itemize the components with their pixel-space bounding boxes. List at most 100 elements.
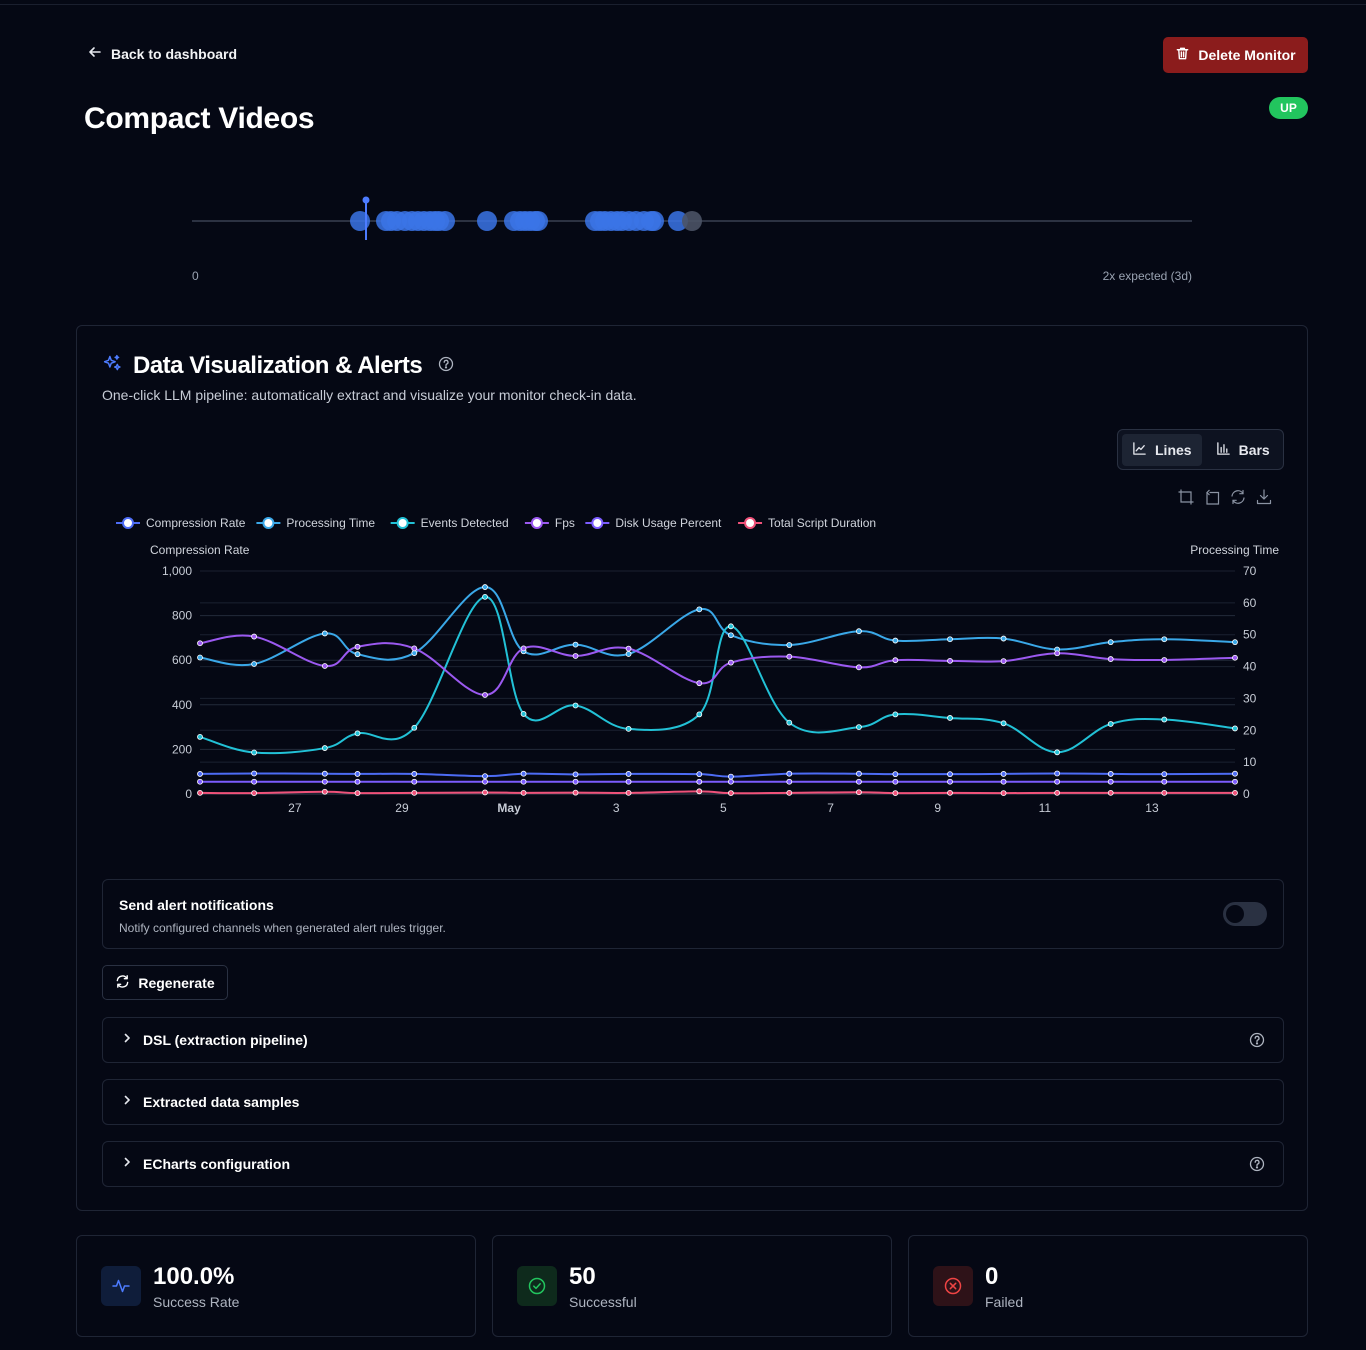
- data-point: [1000, 778, 1007, 785]
- y-left-tick-label: 400: [172, 698, 192, 712]
- accordion-echarts-config[interactable]: ECharts configuration: [102, 1141, 1284, 1187]
- zoom-reset-icon[interactable]: [1203, 488, 1221, 506]
- x-tick-label: 29: [395, 801, 409, 815]
- data-point: [354, 790, 361, 797]
- back-to-dashboard-link[interactable]: Back to dashboard: [88, 45, 237, 62]
- y-right-tick-label: 70: [1243, 564, 1257, 578]
- successful-value: 50: [569, 1263, 596, 1290]
- failed-value: 0: [985, 1263, 999, 1290]
- activity-icon: [101, 1266, 141, 1306]
- bars-toggle-label: Bars: [1238, 441, 1270, 458]
- data-point: [251, 778, 258, 785]
- data-point: [856, 664, 862, 671]
- alert-notifications-toggle[interactable]: [1223, 902, 1267, 926]
- data-point: [786, 789, 793, 796]
- data-point: [856, 778, 862, 785]
- stat-successful: 50 Successful: [492, 1235, 892, 1337]
- help-circle-icon[interactable]: [1249, 1032, 1265, 1053]
- series-line: [199, 772, 1236, 778]
- help-circle-icon[interactable]: [1249, 1156, 1265, 1177]
- series-line: [199, 790, 1235, 795]
- lines-toggle-button[interactable]: Lines: [1122, 433, 1202, 466]
- data-point: [947, 771, 953, 778]
- lines-toggle-label: Lines: [1155, 441, 1192, 458]
- data-point: [321, 663, 328, 669]
- legend-marker: [530, 517, 543, 529]
- data-point: [482, 789, 488, 796]
- data-point: [1000, 635, 1007, 642]
- legend-item: Compression Rate: [116, 516, 246, 530]
- help-circle-icon[interactable]: [438, 356, 454, 377]
- y-right-tick-label: 20: [1243, 723, 1257, 737]
- data-point: [197, 640, 203, 647]
- data-point: [1107, 656, 1114, 662]
- current-marker-head: [362, 196, 370, 204]
- y-right-tick-label: 60: [1243, 596, 1257, 610]
- accordion-extracted-samples[interactable]: Extracted data samples: [102, 1079, 1284, 1125]
- checkin-dot: [528, 211, 548, 231]
- regenerate-button[interactable]: Regenerate: [102, 965, 228, 1000]
- timeline-track: [192, 196, 1192, 240]
- accordion-dsl[interactable]: DSL (extraction pipeline): [102, 1017, 1284, 1063]
- bar-chart-icon: [1216, 441, 1231, 459]
- x-tick-label: 7: [827, 801, 834, 815]
- restore-icon[interactable]: [1229, 488, 1247, 506]
- data-point: [197, 654, 203, 661]
- data-point: [1161, 778, 1168, 785]
- x-tick-label: 11: [1039, 801, 1052, 815]
- y-right-tick-label: 10: [1243, 755, 1257, 769]
- chevron-right-icon: [121, 1031, 133, 1049]
- card-title: Data Visualization & Alerts: [133, 352, 423, 379]
- delete-monitor-label: Delete Monitor: [1198, 47, 1296, 63]
- data-point: [197, 778, 203, 785]
- data-point: [572, 702, 579, 709]
- x-tick-label: 13: [1145, 801, 1159, 815]
- data-point: [727, 623, 734, 630]
- data-point: [572, 778, 579, 785]
- data-point: [1232, 639, 1238, 646]
- data-point: [892, 778, 899, 785]
- alert-notifications-title: Send alert notifications: [119, 897, 274, 913]
- data-point: [321, 630, 328, 637]
- data-point: [856, 789, 862, 796]
- data-point: [572, 641, 579, 648]
- data-point: [1054, 778, 1061, 785]
- data-point: [727, 778, 734, 785]
- checkin-dot: [668, 211, 688, 231]
- y-left-tick-label: 200: [172, 742, 192, 756]
- series-events-detected: [197, 593, 1238, 756]
- legend-label: Total Script Duration: [768, 516, 876, 530]
- legend-label: Processing Time: [286, 516, 375, 530]
- accordion-echarts-label: ECharts configuration: [143, 1156, 291, 1172]
- successful-label: Successful: [569, 1294, 637, 1310]
- chevron-right-icon: [121, 1093, 133, 1111]
- data-point: [1161, 636, 1168, 643]
- delete-monitor-button[interactable]: Delete Monitor: [1163, 37, 1308, 73]
- legend-label: Disk Usage Percent: [615, 516, 722, 530]
- data-point: [1161, 771, 1168, 778]
- data-point: [625, 725, 632, 732]
- data-point: [321, 745, 328, 751]
- data-point: [1232, 654, 1238, 661]
- data-point: [251, 661, 258, 667]
- sparkles-icon: [102, 353, 123, 379]
- data-point: [786, 719, 793, 726]
- data-point: [1107, 778, 1114, 785]
- data-point: [786, 770, 793, 777]
- legend-label: Compression Rate: [146, 516, 246, 530]
- data-point: [892, 711, 899, 718]
- data-point: [197, 771, 203, 777]
- data-point: [411, 789, 418, 796]
- download-icon[interactable]: [1255, 488, 1273, 506]
- data-point: [520, 711, 527, 717]
- y-right-tick-label: 30: [1243, 691, 1257, 705]
- y-right-tick-label: 40: [1243, 660, 1257, 674]
- data-point: [482, 778, 488, 785]
- failed-label: Failed: [985, 1294, 1024, 1310]
- data-point: [354, 730, 361, 737]
- data-point: [1232, 725, 1238, 732]
- zoom-select-icon[interactable]: [1177, 488, 1195, 506]
- bars-toggle-button[interactable]: Bars: [1206, 434, 1280, 466]
- data-point: [1000, 790, 1007, 797]
- legend-item: Total Script Duration: [738, 516, 876, 530]
